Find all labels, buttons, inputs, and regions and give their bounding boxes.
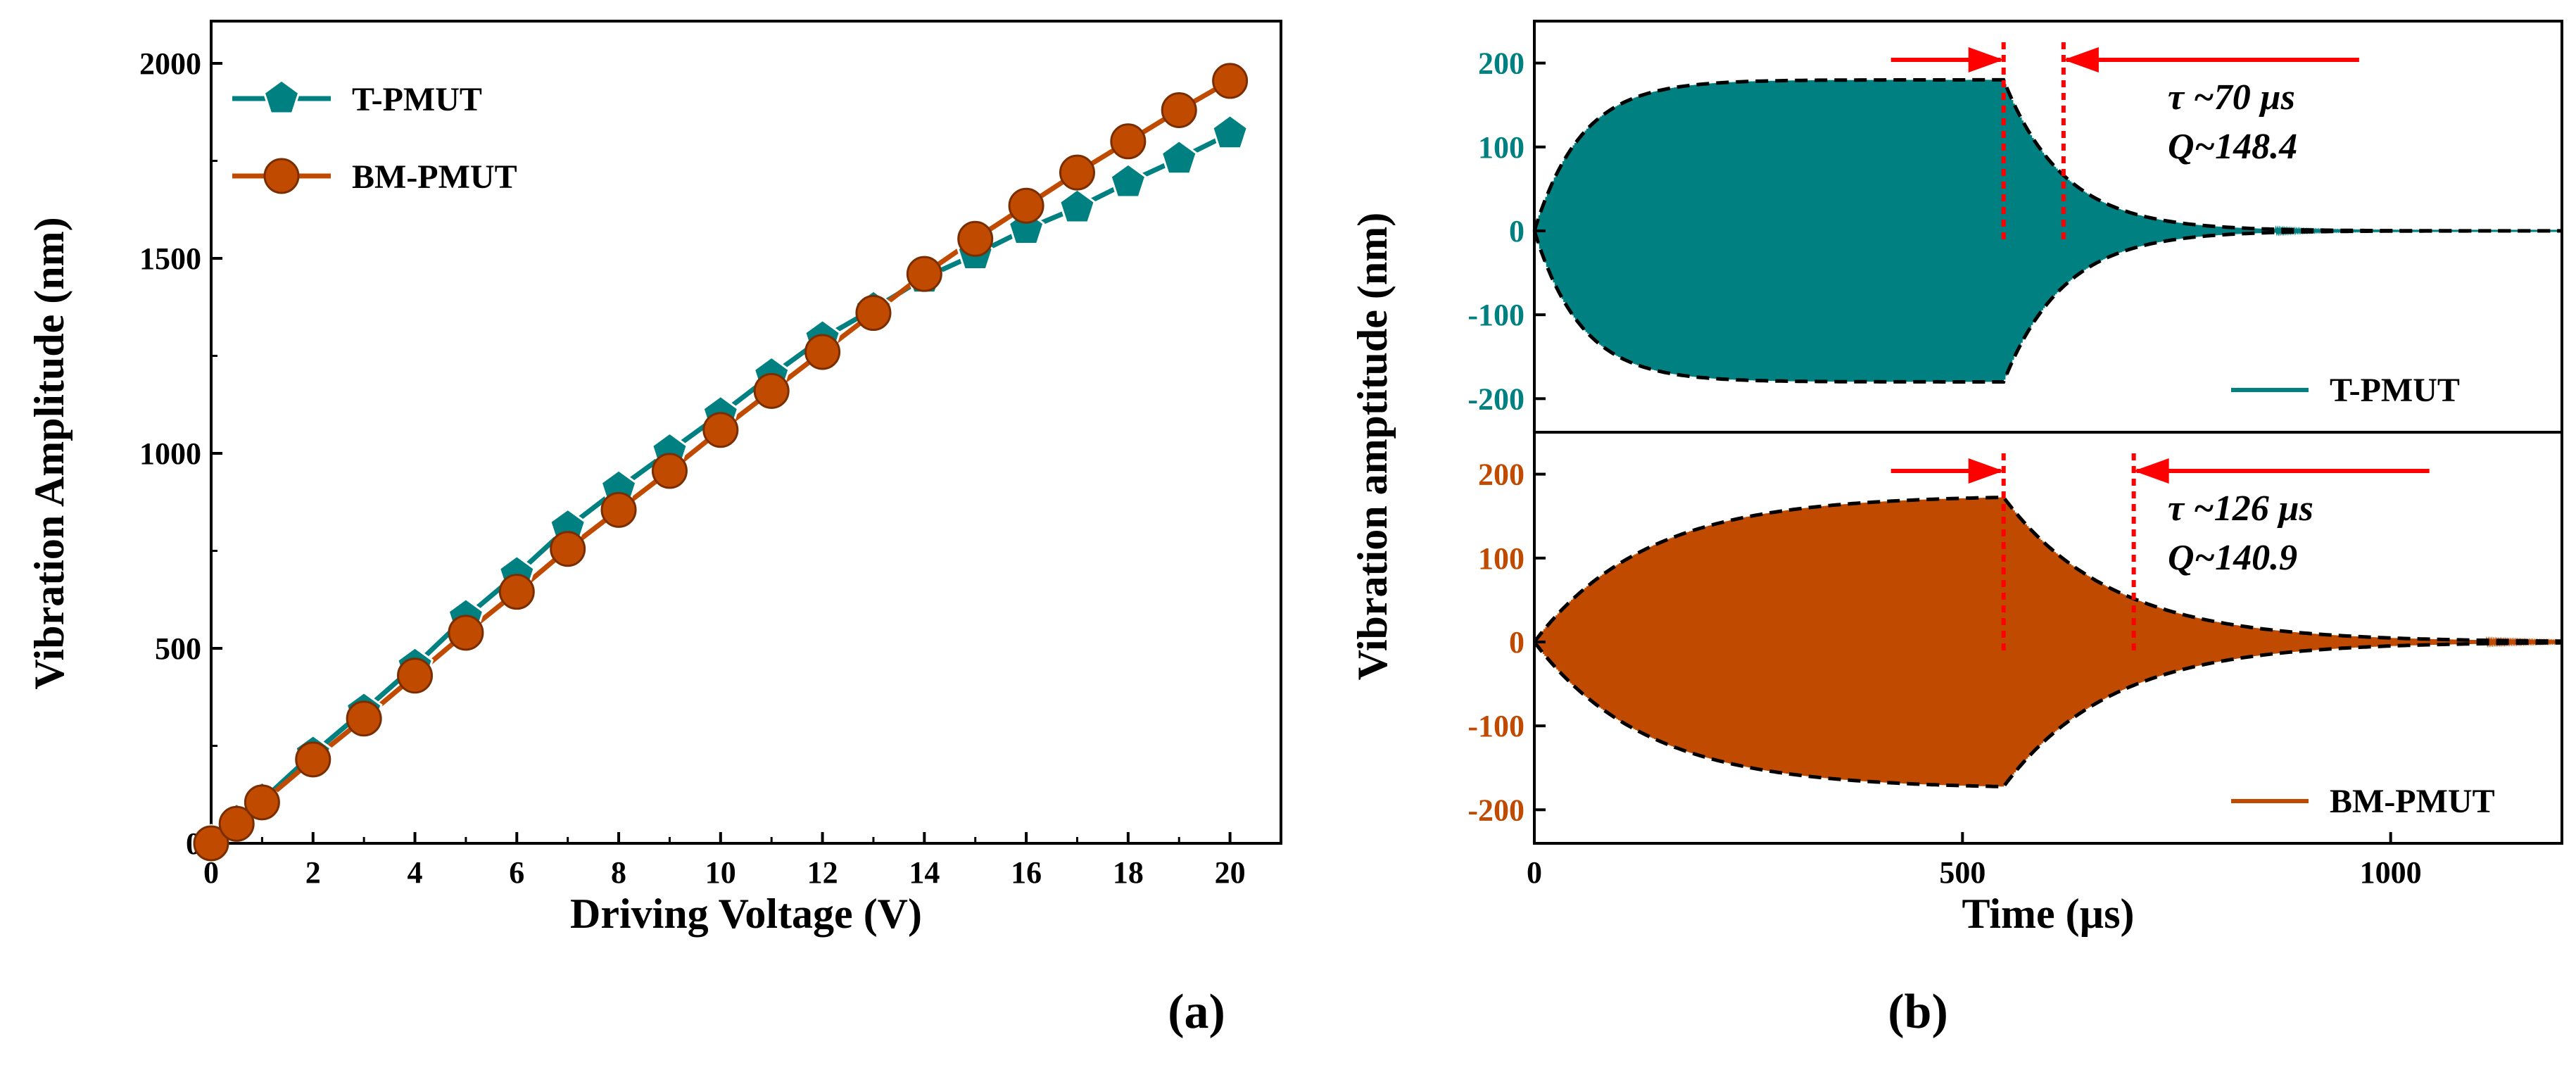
y-tick-label: 200: [1478, 46, 1524, 81]
series-line-t-pmut: [209, 131, 1232, 845]
y-axis-title: Vibration amptitude (nm): [1349, 213, 1396, 680]
envelope-lower: [1532, 229, 2562, 384]
x-tick-label: 16: [1011, 855, 1042, 890]
data-point-bm-pmut: [244, 784, 280, 821]
y-tick-label: -200: [1467, 382, 1524, 416]
legend-marker: [263, 158, 300, 194]
x-tick-label: 0: [203, 855, 219, 890]
data-point-bm-pmut: [906, 256, 942, 292]
arrow-left-head: [1968, 47, 2004, 73]
x-tick-label: 500: [1939, 855, 1985, 890]
arrow-right-head: [2133, 458, 2169, 484]
x-tick-label: 2: [305, 855, 321, 890]
legend-label: BM-PMUT: [2330, 783, 2495, 820]
x-tick-label: 4: [408, 855, 423, 890]
legend-label: T-PMUT: [352, 81, 482, 118]
tau-annotation: τ ~70 µs: [2168, 77, 2295, 118]
data-point-bm-pmut: [1161, 92, 1197, 128]
y-tick-label: 100: [1478, 130, 1524, 165]
x-tick-label: 14: [909, 855, 940, 890]
data-point-bm-pmut: [804, 334, 841, 370]
data-point-bm-pmut: [448, 615, 484, 651]
y-tick-label: -200: [1467, 793, 1524, 827]
y-tick-label: 200: [1478, 458, 1524, 492]
data-point-t-pmut: [1109, 163, 1147, 199]
legend-label: T-PMUT: [2330, 372, 2460, 409]
subplot-frame: [1533, 431, 2563, 845]
data-point-bm-pmut: [1212, 63, 1249, 99]
y-axis-title: Vibration Amplitude (nm): [26, 217, 72, 689]
data-point-bm-pmut: [1110, 123, 1147, 160]
q-annotation: Q~148.4: [2168, 127, 2297, 167]
data-point-bm-pmut: [295, 741, 332, 778]
arrow-left-head: [1968, 458, 2004, 484]
y-tick-label: 1500: [139, 241, 201, 276]
legend-marker: [263, 79, 301, 115]
panel-a-frame: [210, 20, 1282, 845]
x-tick-label: 20: [1215, 855, 1246, 890]
y-tick-label: -100: [1467, 298, 1524, 332]
panel-a-line-chart: 024681012141618200500100015002000Driving…: [26, 20, 1282, 937]
waveform: [1533, 497, 2563, 787]
data-point-bm-pmut: [397, 657, 434, 694]
data-point-t-pmut: [1160, 139, 1198, 175]
data-point-bm-pmut: [957, 220, 994, 257]
y-tick-label: 100: [1478, 541, 1524, 576]
data-point-bm-pmut: [600, 491, 637, 528]
data-point-bm-pmut: [855, 295, 892, 332]
q-annotation: Q~140.9: [2168, 538, 2297, 578]
data-point-bm-pmut: [1059, 154, 1095, 191]
data-point-bm-pmut: [218, 805, 255, 842]
y-tick-label: 500: [155, 631, 201, 666]
data-point-bm-pmut: [346, 700, 382, 737]
data-point-t-pmut: [1058, 188, 1096, 224]
x-tick-label: 6: [509, 855, 524, 890]
x-tick-label: 10: [705, 855, 736, 890]
data-point-bm-pmut: [193, 825, 229, 862]
x-tick-label: 18: [1113, 855, 1144, 890]
tau-annotation: τ ~126 µs: [2168, 489, 2313, 529]
x-tick-label: 8: [611, 855, 626, 890]
subplot-bm-pmut: -200 -100 0 100 200 τ ~126 µs Q~140.9 BM-PMUT: [1467, 431, 2563, 845]
data-point-bm-pmut: [550, 531, 586, 567]
envelope-upper: [1533, 495, 2562, 643]
panel-label-a: (a): [1168, 985, 1225, 1039]
arrow-right-head: [2063, 47, 2099, 73]
data-point-bm-pmut: [753, 372, 790, 409]
panel-label-b: (b): [1888, 985, 1948, 1039]
x-axis-title: Time (µs): [1962, 890, 2134, 937]
x-tick-label: 1000: [2360, 855, 2422, 890]
data-point-bm-pmut: [1008, 187, 1044, 224]
y-tick-label: 0: [1509, 214, 1524, 248]
data-point-bm-pmut: [498, 574, 535, 610]
y-tick-label: 1000: [139, 436, 201, 471]
data-point-bm-pmut: [702, 412, 739, 448]
x-tick-label: 12: [807, 855, 838, 890]
data-point-bm-pmut: [651, 453, 688, 489]
x-tick-label: 0: [1527, 855, 1542, 890]
legend-label: BM-PMUT: [352, 158, 517, 196]
y-tick-label: 2000: [139, 46, 201, 81]
y-tick-label: 0: [1509, 625, 1524, 660]
data-point-t-pmut: [1211, 113, 1249, 150]
envelope-lower: [1533, 641, 2563, 789]
x-axis-title: Driving Voltage (V): [570, 890, 922, 937]
y-tick-label: -100: [1467, 709, 1524, 743]
series-line-bm-pmut: [209, 78, 1232, 845]
subplot-t-pmut: -200 -100 0 100 200 τ ~70 µs Q~148.4 T-PMUT: [1467, 20, 2563, 434]
